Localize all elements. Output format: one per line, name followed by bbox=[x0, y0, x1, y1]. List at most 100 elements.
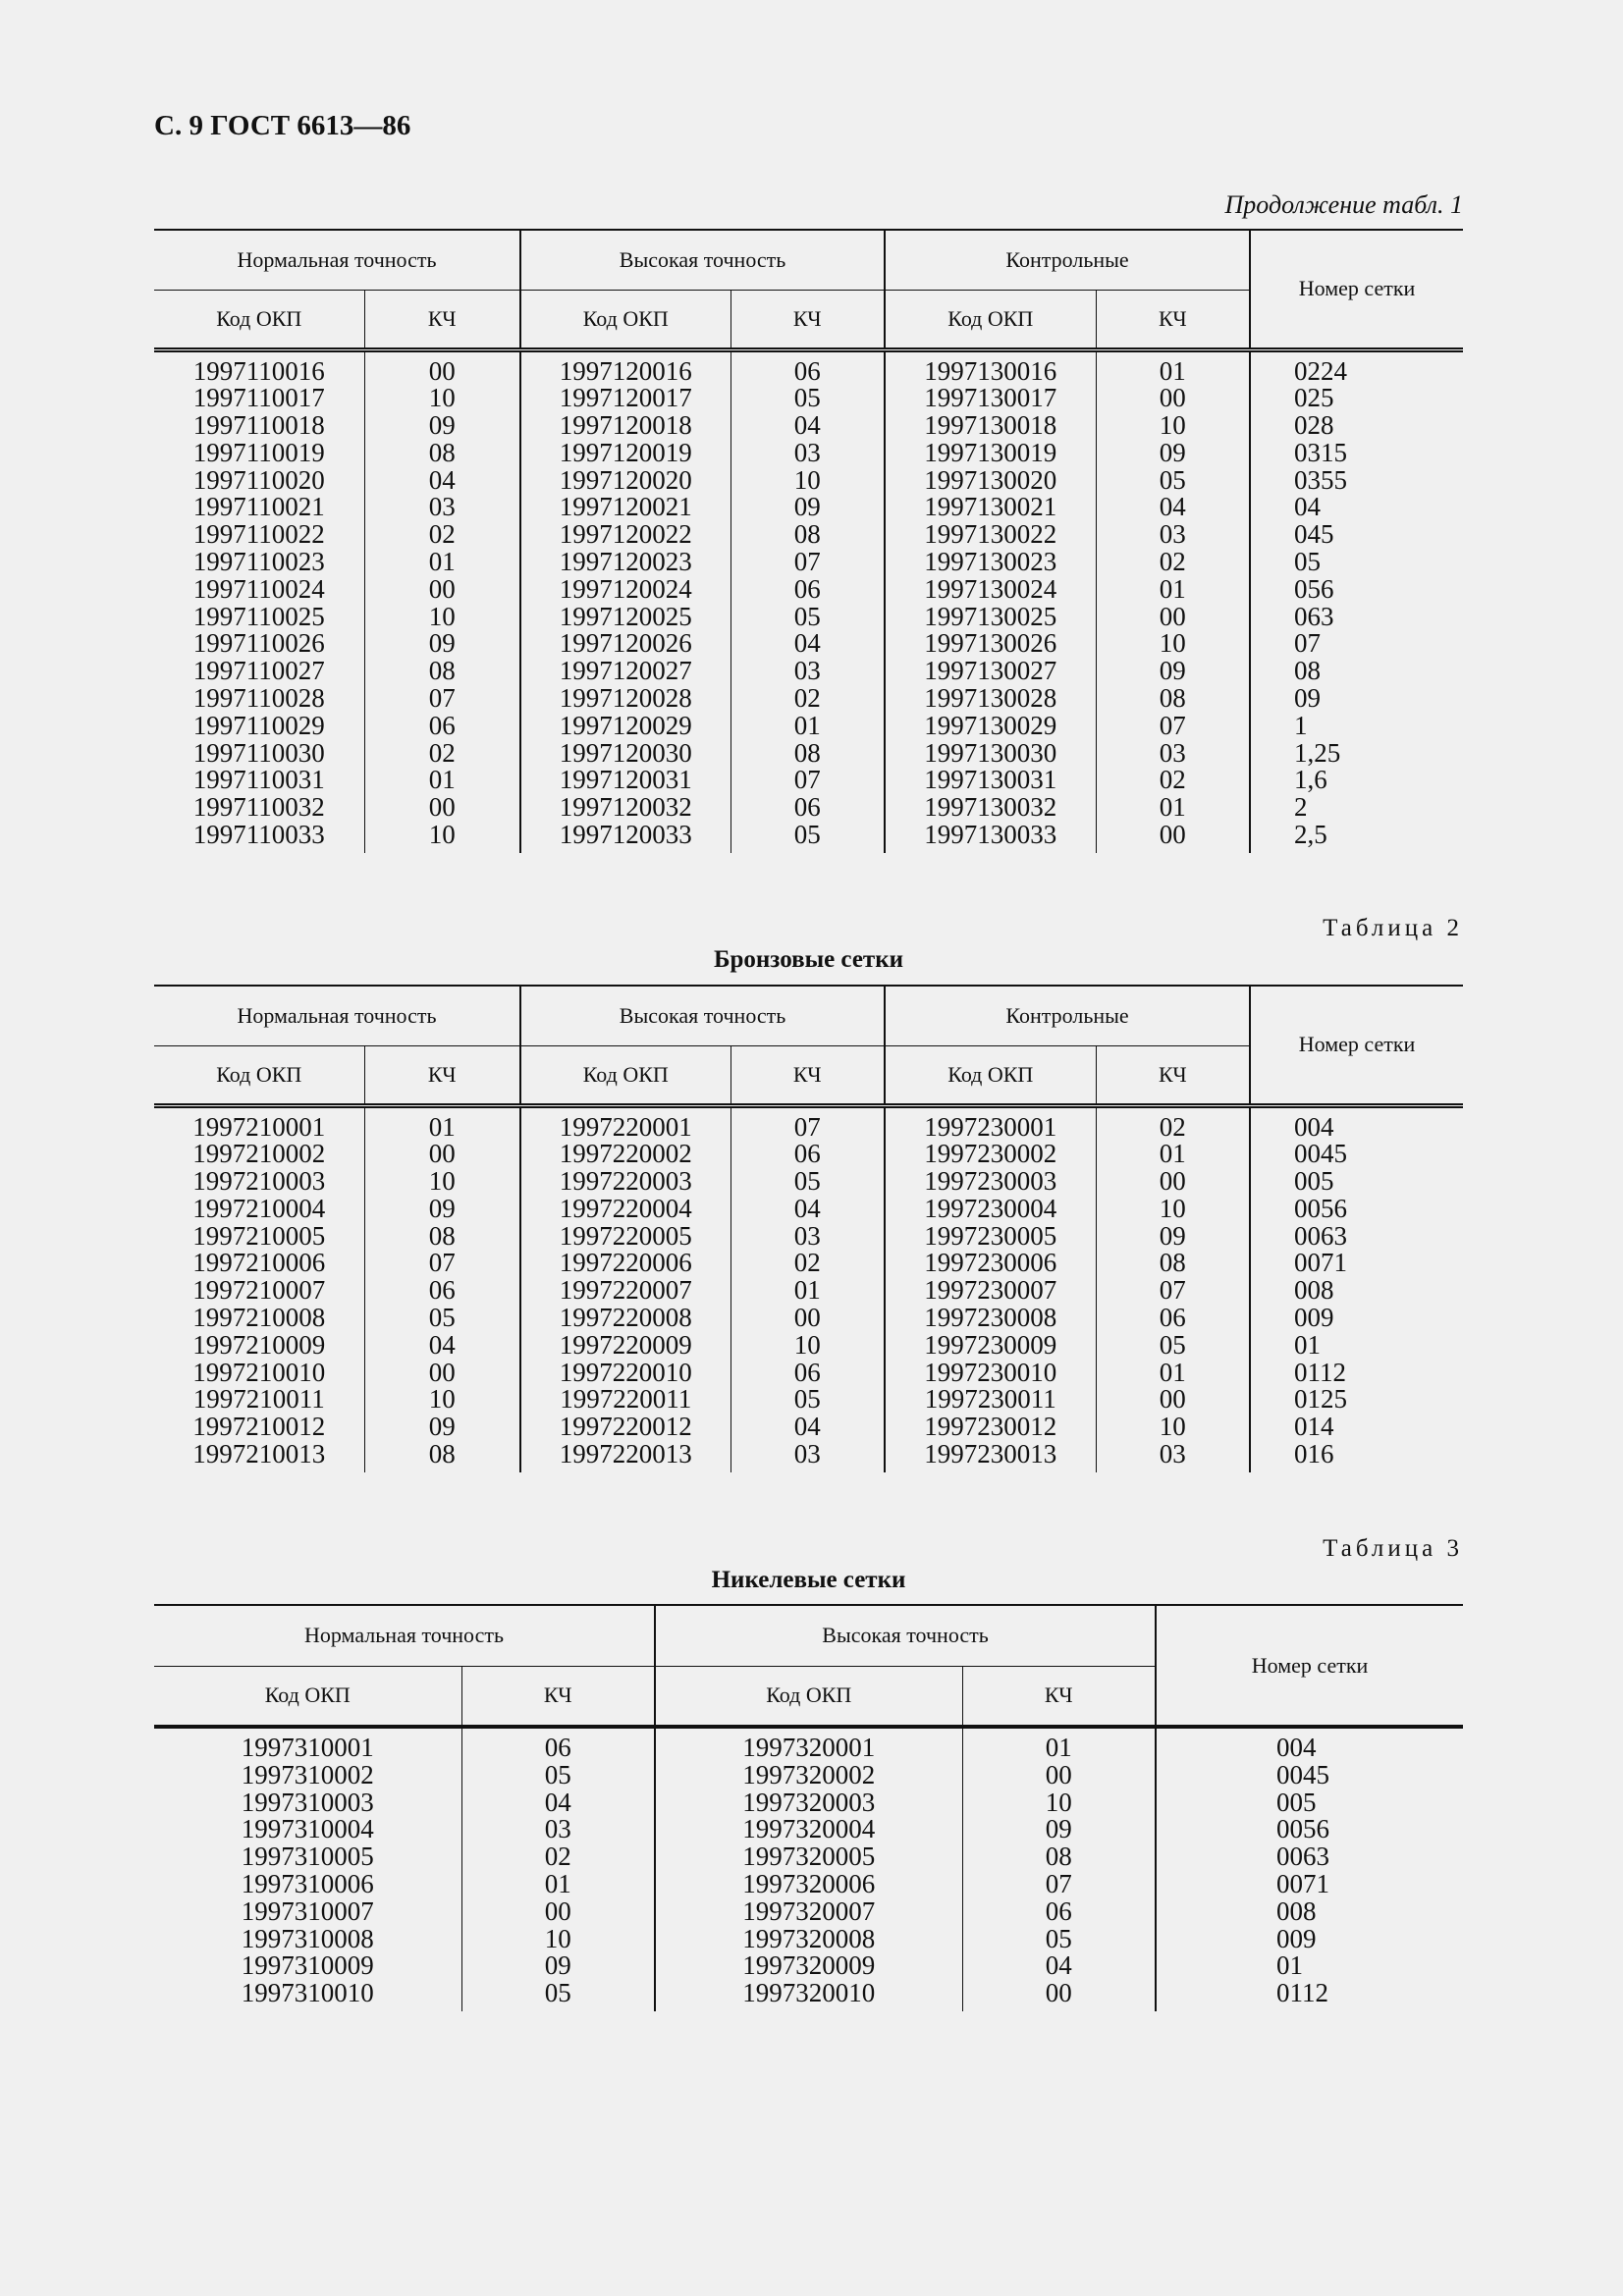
table-row: 1997110018 09 1997120018 04 1997130018 10 028 bbox=[154, 410, 1464, 441]
okp-code-cell: 1997220005 bbox=[519, 1222, 731, 1251]
kch-cell: 06 bbox=[363, 1276, 521, 1306]
okp-code-cell: 1997310005 bbox=[241, 1842, 374, 1872]
kch-cell: 01 bbox=[1095, 1359, 1251, 1387]
mesh-number-cell: 0071 bbox=[1155, 1870, 1464, 1898]
okp-code-cell: 1997230005 bbox=[884, 1222, 1097, 1251]
okp-code-cell: 1997220011 bbox=[519, 1386, 731, 1415]
kch-cell: 00 bbox=[1095, 603, 1251, 631]
table-row: 1997310001 06 1997320001 01 004 bbox=[154, 1727, 1464, 1762]
kch-cell: 04 bbox=[730, 1195, 886, 1223]
group-header: Контрольные bbox=[884, 229, 1251, 291]
kch-cell: 00 bbox=[460, 1897, 656, 1926]
kch-cell: 00 bbox=[1095, 384, 1251, 413]
okp-code-cell: 1997120028 bbox=[519, 684, 731, 713]
number-header: Номер сетки bbox=[1249, 229, 1464, 352]
code-header: Код ОКП bbox=[884, 290, 1097, 352]
okp-code-cell: 1997310006 bbox=[241, 1868, 374, 1898]
okp-code-cell: 1997210009 bbox=[192, 1329, 326, 1360]
okp-code-cell: 1997120030 bbox=[519, 739, 731, 768]
table-3-label: Таблица 3 bbox=[1323, 1535, 1463, 1562]
okp-code-cell: 1997130020 bbox=[884, 466, 1097, 495]
kch-cell: 04 bbox=[460, 1789, 656, 1817]
okp-code-cell: 1997120025 bbox=[519, 603, 731, 631]
mesh-number-cell: 004 bbox=[1249, 1105, 1464, 1142]
table-row: 1997210013 08 1997220013 03 1997230013 03 016 bbox=[154, 1440, 1464, 1472]
kch-cell: 01 bbox=[363, 767, 521, 795]
okp-code-cell: 1997220006 bbox=[519, 1250, 731, 1278]
okp-code-cell: 1997230010 bbox=[884, 1359, 1097, 1387]
table-row: 1997310003 04 1997320003 10 005 bbox=[154, 1789, 1464, 1817]
okp-code-cell: 1997110019 bbox=[192, 437, 325, 467]
mesh-number-cell: 1,25 bbox=[1249, 739, 1464, 768]
kch-cell: 06 bbox=[363, 712, 521, 740]
table-row: 1997210001 01 1997220001 07 1997230001 02 004 bbox=[154, 1105, 1464, 1142]
kch-cell: 00 bbox=[1095, 821, 1251, 853]
okp-code-cell: 1997110031 bbox=[192, 765, 325, 795]
okp-code-cell: 1997220008 bbox=[519, 1304, 731, 1332]
mesh-number-cell: 014 bbox=[1249, 1413, 1464, 1442]
kch-cell: 05 bbox=[730, 1167, 886, 1196]
okp-code-cell: 1997130026 bbox=[884, 630, 1097, 659]
mesh-number-cell: 063 bbox=[1249, 603, 1464, 631]
kch-cell: 07 bbox=[1095, 1276, 1251, 1306]
okp-code-cell: 1997230013 bbox=[884, 1440, 1097, 1472]
table-row: 1997110020 04 1997120020 10 1997130020 05 0355 bbox=[154, 466, 1464, 495]
okp-code-cell: 1997230001 bbox=[884, 1105, 1097, 1142]
okp-code-cell: 1997120032 bbox=[519, 793, 731, 823]
okp-code-cell: 1997110033 bbox=[192, 820, 325, 850]
mesh-number-cell: 008 bbox=[1155, 1897, 1464, 1926]
okp-code-cell: 1997110018 bbox=[192, 410, 325, 441]
kch-cell: 08 bbox=[730, 739, 886, 768]
kch-cell: 03 bbox=[730, 1222, 886, 1251]
okp-code-cell: 1997230007 bbox=[884, 1276, 1097, 1306]
okp-code-cell: 1997120026 bbox=[519, 630, 731, 659]
kch-cell: 01 bbox=[363, 548, 521, 576]
table-3-nickel: Нормальная точность Высокая точность Номер… bbox=[154, 1604, 1464, 2011]
okp-code-cell: 1997120031 bbox=[519, 767, 731, 795]
table-row: 1997110017 10 1997120017 05 1997130017 00 025 bbox=[154, 384, 1464, 413]
mesh-number-cell: 0071 bbox=[1249, 1250, 1464, 1278]
group-header: Высокая точность bbox=[519, 229, 886, 291]
okp-code-cell: 1997110028 bbox=[192, 683, 325, 714]
kch-cell: 03 bbox=[363, 494, 521, 522]
table-3-title: Никелевые сетки bbox=[711, 1567, 906, 1593]
kch-header: КЧ bbox=[1095, 290, 1251, 352]
okp-code-cell: 1997120016 bbox=[519, 349, 731, 386]
mesh-number-cell: 1,6 bbox=[1249, 767, 1464, 795]
okp-code-cell: 1997130018 bbox=[884, 411, 1097, 440]
okp-code-cell: 1997310009 bbox=[241, 1950, 374, 1981]
kch-cell: 02 bbox=[1095, 767, 1251, 795]
mesh-number-cell: 01 bbox=[1155, 1952, 1464, 1981]
okp-code-cell: 1997120027 bbox=[519, 657, 731, 686]
kch-cell: 04 bbox=[730, 411, 886, 440]
okp-code-cell: 1997130016 bbox=[884, 349, 1097, 386]
mesh-number-cell: 0063 bbox=[1155, 1842, 1464, 1871]
kch-cell: 09 bbox=[961, 1816, 1157, 1844]
kch-cell: 01 bbox=[1095, 793, 1251, 823]
table-2-bronze: Нормальная точность Высокая точность Контр… bbox=[154, 985, 1464, 1472]
kch-cell: 06 bbox=[460, 1727, 656, 1762]
kch-cell: 05 bbox=[1095, 466, 1251, 495]
okp-code-cell: 1997230004 bbox=[884, 1195, 1097, 1223]
kch-cell: 02 bbox=[730, 684, 886, 713]
kch-cell: 01 bbox=[1095, 349, 1251, 386]
kch-cell: 04 bbox=[1095, 494, 1251, 522]
mesh-number-cell: 0125 bbox=[1249, 1386, 1464, 1415]
okp-code-cell: 1997130023 bbox=[884, 548, 1097, 576]
okp-code-cell: 1997220004 bbox=[519, 1195, 731, 1223]
okp-code-cell: 1997220007 bbox=[519, 1276, 731, 1306]
kch-cell: 05 bbox=[1095, 1331, 1251, 1360]
kch-cell: 04 bbox=[363, 1331, 521, 1360]
table-row: 1997210011 10 1997220011 05 1997230011 00 0125 bbox=[154, 1386, 1464, 1415]
okp-code-cell: 1997320001 bbox=[654, 1727, 963, 1762]
table-row: 1997110030 02 1997120030 08 1997130030 03 1,25 bbox=[154, 739, 1464, 768]
okp-code-cell: 1997130032 bbox=[884, 793, 1097, 823]
kch-cell: 01 bbox=[460, 1870, 656, 1898]
okp-code-cell: 1997120022 bbox=[519, 520, 731, 550]
okp-code-cell: 1997130031 bbox=[884, 767, 1097, 795]
mesh-number-cell: 005 bbox=[1249, 1167, 1464, 1196]
kch-cell: 10 bbox=[363, 821, 521, 853]
kch-cell: 05 bbox=[961, 1925, 1157, 1953]
kch-cell: 03 bbox=[1095, 739, 1251, 768]
mesh-number-cell: 005 bbox=[1155, 1789, 1464, 1817]
